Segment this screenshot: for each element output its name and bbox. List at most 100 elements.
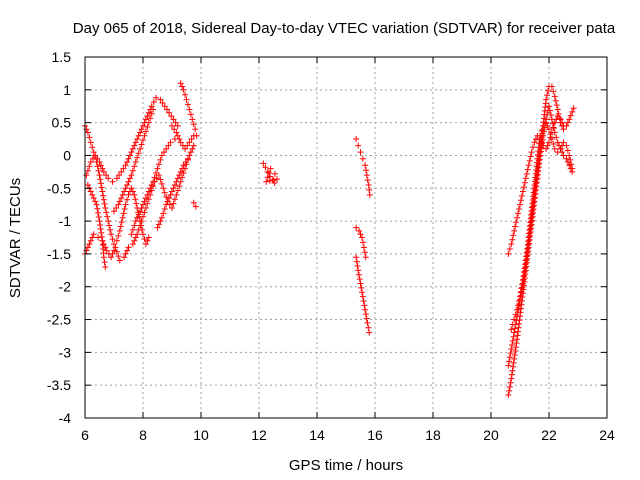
series-arc-5 — [111, 106, 157, 215]
x-tick-label: 14 — [309, 427, 325, 443]
x-tick-label: 20 — [483, 427, 499, 443]
data-point-interp — [138, 222, 145, 229]
data-point — [163, 201, 170, 208]
x-tick-label: 8 — [139, 427, 147, 443]
data-point — [108, 254, 115, 261]
data-point-interp — [115, 232, 122, 239]
data-point — [364, 319, 371, 326]
data-point-interp — [171, 126, 178, 133]
data-point — [366, 329, 373, 336]
data-point-interp — [509, 337, 516, 344]
data-point — [122, 201, 129, 208]
data-point-interp — [359, 289, 366, 296]
data-point-interp — [174, 175, 181, 182]
data-point — [554, 139, 561, 146]
data-point-interp — [135, 150, 142, 157]
data-point-interp — [113, 204, 120, 211]
data-point-interp — [84, 244, 91, 251]
data-point — [566, 152, 573, 159]
data-point — [362, 162, 369, 169]
data-point-interp — [509, 236, 516, 243]
data-point — [90, 231, 97, 238]
data-point-interp — [87, 237, 94, 244]
data-point — [180, 86, 187, 93]
data-point — [161, 103, 168, 110]
data-point-interp — [144, 237, 151, 244]
data-point-interp — [187, 149, 194, 156]
data-point-interp — [129, 226, 136, 233]
data-point-interp — [173, 178, 180, 185]
data-point — [262, 164, 269, 171]
data-point-interp — [129, 145, 136, 152]
data-point — [176, 172, 183, 179]
data-point — [145, 119, 152, 126]
data-point-interp — [184, 101, 191, 108]
data-point-interp — [155, 221, 162, 228]
data-point — [141, 198, 148, 205]
data-point — [182, 145, 189, 152]
data-point-interp — [133, 200, 140, 207]
data-point-interp — [144, 191, 151, 198]
data-point-interp — [357, 231, 364, 238]
data-point-interp — [520, 184, 527, 191]
series-arc-3 — [83, 94, 181, 185]
data-point — [543, 145, 550, 152]
data-point-interp — [180, 169, 187, 176]
x-tick-label: 6 — [81, 427, 89, 443]
data-point — [128, 231, 135, 238]
series-arc-6 — [128, 136, 178, 238]
data-point-interp — [170, 200, 177, 207]
data-point — [125, 191, 132, 198]
data-point-interp — [124, 159, 131, 166]
x-tick-label: 22 — [541, 427, 557, 443]
data-point-interp — [521, 179, 528, 186]
data-point-interp — [163, 194, 170, 201]
data-point-interp — [142, 195, 149, 202]
data-point-interp — [89, 234, 96, 241]
data-point-interp — [161, 206, 168, 213]
data-point-interp — [553, 102, 560, 109]
data-point-interp — [567, 156, 574, 163]
data-point-interp — [118, 219, 125, 226]
data-point — [177, 139, 184, 146]
data-point-interp — [363, 315, 370, 322]
data-point — [180, 162, 187, 169]
data-point-interp — [145, 109, 152, 116]
data-point — [271, 180, 278, 187]
data-point-interp — [364, 177, 371, 184]
data-point — [514, 214, 521, 221]
data-point-interp — [106, 222, 113, 229]
data-point-interp — [544, 92, 551, 99]
data-point — [505, 250, 512, 257]
data-point — [141, 132, 148, 139]
data-point — [192, 203, 199, 210]
data-point-interp — [506, 354, 513, 361]
data-point — [359, 155, 366, 162]
data-point-interp — [116, 172, 123, 179]
series-arc-1 — [82, 142, 197, 264]
data-point-interp — [356, 276, 363, 283]
data-point — [112, 244, 119, 251]
data-point — [263, 178, 270, 185]
data-point-interp — [94, 163, 101, 170]
data-point — [186, 106, 193, 113]
y-tick-label: 1.5 — [52, 49, 72, 65]
data-point — [551, 119, 558, 126]
data-point-interp — [359, 239, 366, 246]
data-point — [108, 231, 115, 238]
data-point — [357, 280, 364, 287]
data-point — [134, 231, 141, 238]
data-point — [551, 93, 558, 100]
data-point-interp — [121, 188, 128, 195]
data-point — [126, 152, 133, 159]
series-arc-17 — [505, 113, 567, 257]
data-point — [129, 241, 136, 248]
data-point-interp — [182, 91, 189, 98]
data-point — [525, 162, 532, 169]
data-point — [183, 96, 190, 103]
data-point — [190, 199, 197, 206]
data-point-interp — [182, 159, 189, 166]
data-point — [87, 159, 94, 166]
data-point — [102, 264, 109, 271]
data-point-interp — [83, 126, 90, 133]
